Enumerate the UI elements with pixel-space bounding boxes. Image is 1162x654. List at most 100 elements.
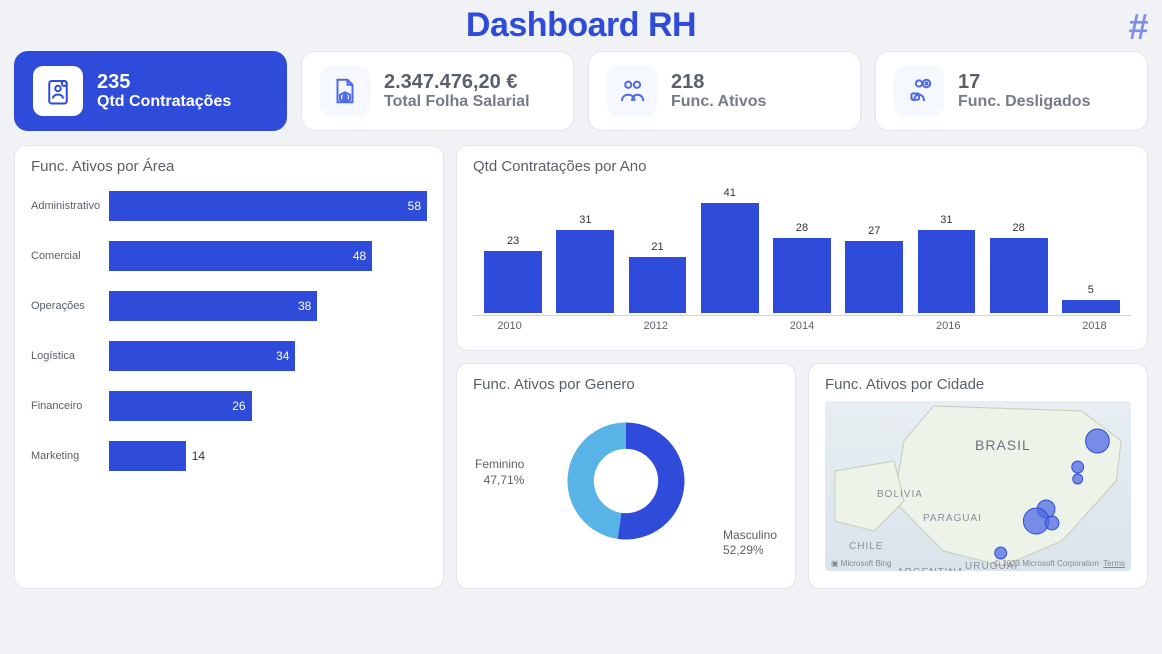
vbar-bar: [701, 203, 759, 313]
card-text: 218 Func. Ativos: [671, 71, 766, 111]
vbar-col[interactable]: 23: [477, 235, 549, 313]
hbar-row[interactable]: Operações 38: [31, 291, 427, 321]
panel-city-chart: Func. Ativos por Cidade BRASIL BOLIVIA PAR…: [808, 363, 1148, 589]
hbar-row[interactable]: Marketing14: [31, 441, 427, 471]
vbar-bar: [845, 241, 903, 313]
hbar-value: 14: [192, 449, 205, 463]
card-label: Total Folha Salarial: [384, 93, 530, 111]
vbar-xlabel: 2010: [473, 320, 546, 332]
vbar-xlabel: 2018: [1058, 320, 1131, 332]
hbar-label: Administrativo: [31, 200, 109, 212]
vbar-xlabel: [546, 320, 619, 332]
vbar-xlabel: 2012: [619, 320, 692, 332]
map-bubble[interactable]: [995, 547, 1007, 559]
map-country-label: CHILE: [849, 541, 883, 552]
card-value: 235: [97, 71, 231, 93]
hbar-bar: 58: [109, 191, 427, 221]
hbar-value: 48: [353, 249, 366, 263]
bottom-row: Func. Ativos por Genero Feminino47,71% M…: [456, 363, 1148, 589]
card-desligados[interactable]: 17 Func. Desligados: [875, 51, 1148, 131]
charts-grid: Func. Ativos por Área Administrativo58 Co…: [14, 145, 1148, 593]
logo-icon: #: [1128, 6, 1148, 48]
payroll-icon: $: [320, 66, 370, 116]
card-value: 17: [958, 71, 1090, 93]
card-contratacoes[interactable]: 235 Qtd Contratações: [14, 51, 287, 131]
year-x-axis: 20102012201420162018: [473, 315, 1131, 332]
vbar-col[interactable]: 31: [910, 214, 982, 313]
card-value: 218: [671, 71, 766, 93]
hbar-value: 26: [232, 399, 245, 413]
hbar-bar: 14: [109, 441, 186, 471]
city-map[interactable]: BRASILBOLIVIAPARAGUAICHILEARGENTINAURUGU…: [825, 401, 1131, 571]
header: Dashboard RH #: [14, 6, 1148, 45]
map-terms-link[interactable]: Terms: [1103, 559, 1125, 568]
card-folha[interactable]: $ 2.347.476,20 € Total Folha Salarial: [301, 51, 574, 131]
vbar-bar: [918, 230, 976, 313]
vbar-value: 5: [1088, 284, 1094, 296]
vbar-xlabel: [692, 320, 765, 332]
donut-label-masculino: Masculino52,29%: [723, 528, 777, 559]
donut-slice[interactable]: [568, 423, 627, 539]
hbar-bar: 26: [109, 391, 252, 421]
hbar-label: Logística: [31, 350, 109, 362]
hbar-bar: 34: [109, 341, 295, 371]
map-country-label: BOLIVIA: [877, 489, 923, 500]
card-label: Func. Ativos: [671, 93, 766, 111]
hbar-label: Operações: [31, 300, 109, 312]
vbar-value: 31: [579, 214, 591, 226]
map-country-label: BRASIL: [975, 437, 1031, 453]
panel-gender-chart: Func. Ativos por Genero Feminino47,71% M…: [456, 363, 796, 589]
vbar-bar: [773, 238, 831, 313]
vbar-value: 28: [796, 222, 808, 234]
hbar-row[interactable]: Logística 34: [31, 341, 427, 371]
hbar-row[interactable]: Comercial 48: [31, 241, 427, 271]
hbar-value: 34: [276, 349, 289, 363]
area-bar-chart[interactable]: Administrativo58 Comercial 48 Operações 38 Lo…: [31, 191, 427, 471]
vbar-col[interactable]: 5: [1055, 284, 1127, 313]
vbar-col[interactable]: 28: [766, 222, 838, 313]
gender-donut-chart[interactable]: Feminino47,71% Masculino52,29%: [473, 401, 779, 561]
map-bubble[interactable]: [1045, 516, 1059, 530]
vbar-col[interactable]: 28: [983, 222, 1055, 313]
vbar-col[interactable]: 31: [549, 214, 621, 313]
card-value: 2.347.476,20 €: [384, 71, 530, 93]
card-text: 2.347.476,20 € Total Folha Salarial: [384, 71, 530, 111]
vbar-value: 23: [507, 235, 519, 247]
vbar-col[interactable]: 27: [838, 225, 910, 313]
card-text: 17 Func. Desligados: [958, 71, 1090, 111]
map-bubble[interactable]: [1072, 461, 1084, 473]
vbar-col[interactable]: 21: [621, 241, 693, 313]
map-country-label: ARGENTINA: [897, 567, 964, 571]
card-label: Func. Desligados: [958, 93, 1090, 111]
vbar-value: 31: [940, 214, 952, 226]
hires-icon: [33, 66, 83, 116]
map-bubble[interactable]: [1073, 474, 1083, 484]
donut-slice[interactable]: [618, 423, 685, 540]
vbar-col[interactable]: 41: [694, 187, 766, 313]
donut-label-feminino: Feminino47,71%: [475, 457, 524, 488]
hbar-row[interactable]: Financeiro26: [31, 391, 427, 421]
vbar-value: 21: [651, 241, 663, 253]
panel-title: Func. Ativos por Genero: [473, 376, 779, 393]
map-bubble[interactable]: [1086, 429, 1110, 453]
active-employees-icon: [607, 66, 657, 116]
hbar-label: Comercial: [31, 250, 109, 262]
vbar-bar: [484, 251, 542, 313]
hbar-value: 38: [298, 299, 311, 313]
hbar-row[interactable]: Administrativo58: [31, 191, 427, 221]
vbar-xlabel: [839, 320, 912, 332]
page-title: Dashboard RH: [14, 6, 1148, 45]
vbar-value: 41: [724, 187, 736, 199]
year-bar-chart[interactable]: 23 31 21 41 28 27 31 28 5: [473, 183, 1131, 313]
vbar-bar: [629, 257, 687, 313]
panel-title: Func. Ativos por Cidade: [825, 376, 1131, 393]
card-ativos[interactable]: 218 Func. Ativos: [588, 51, 861, 131]
card-text: 235 Qtd Contratações: [97, 71, 231, 111]
terminated-icon: [894, 66, 944, 116]
hbar-label: Marketing: [31, 450, 109, 462]
vbar-value: 28: [1013, 222, 1025, 234]
vbar-xlabel: 2016: [912, 320, 985, 332]
vbar-value: 27: [868, 225, 880, 237]
panel-title: Func. Ativos por Área: [31, 158, 427, 175]
map-country-label: PARAGUAI: [923, 513, 982, 524]
